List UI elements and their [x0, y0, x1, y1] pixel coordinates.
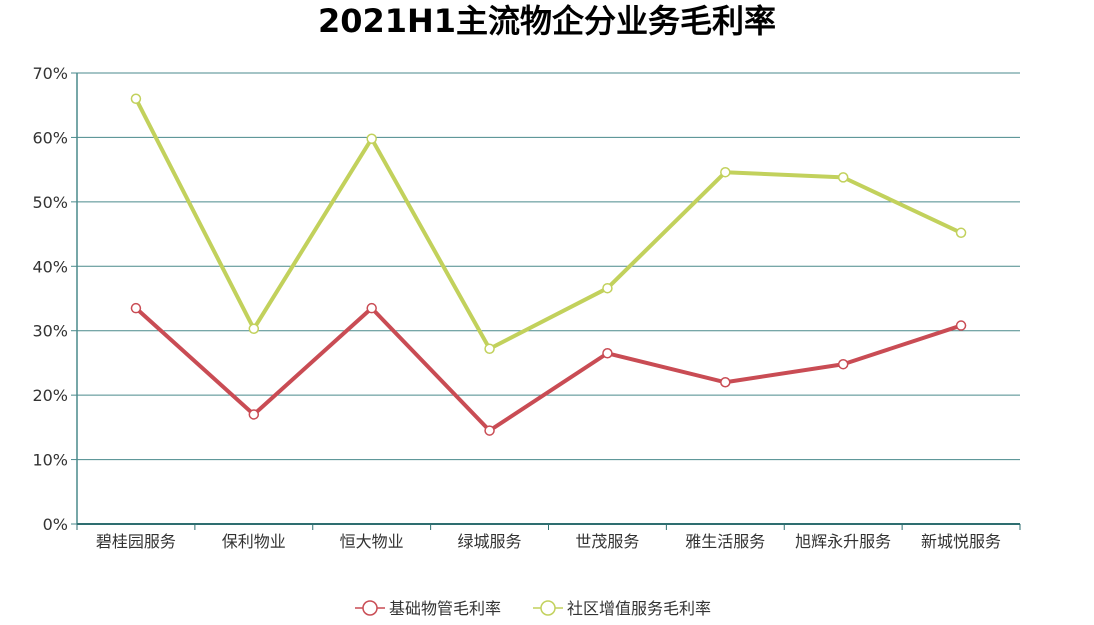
legend[interactable]: 基础物管毛利率 社区增值服务毛利率 — [355, 599, 711, 618]
data-point[interactable] — [130, 93, 142, 105]
legend-label: 社区增值服务毛利率 — [567, 599, 711, 618]
legend-label: 基础物管毛利率 — [389, 599, 501, 618]
x-tick-label: 新城悦服务 — [921, 532, 1001, 551]
y-tick-label: 40% — [32, 257, 68, 276]
data-point[interactable] — [720, 166, 731, 178]
data-point[interactable] — [837, 358, 849, 370]
grid — [77, 72, 1020, 461]
legend-item[interactable]: 社区增值服务毛利率 — [533, 599, 711, 618]
series-group — [130, 93, 967, 436]
y-tick-label: 10% — [32, 451, 68, 470]
chart-title: 2021H1主流物企分业务毛利率 — [318, 2, 776, 40]
y-tick-label: 50% — [32, 193, 68, 212]
data-point[interactable] — [484, 425, 495, 436]
legend-item[interactable]: 基础物管毛利率 — [355, 599, 501, 618]
x-tick-label: 绿城服务 — [458, 532, 522, 551]
series-0 — [130, 302, 967, 436]
x-tick-label: 恒大物业 — [340, 532, 404, 551]
x-tick-label: 旭辉永升服务 — [795, 532, 891, 551]
axes: 0% 10% 20% 30% 40% 50% 60% 70% 碧桂园服务 保利物业 恒大物业 绿城服务… — [32, 64, 1021, 551]
data-point[interactable] — [366, 302, 377, 314]
legend-marker — [540, 600, 556, 616]
x-tick-label: 世茂服务 — [575, 532, 639, 551]
legend-marker — [362, 600, 378, 616]
x-tick-label: 雅生活服务 — [685, 532, 765, 551]
data-point[interactable] — [955, 227, 967, 239]
series-line — [134, 306, 962, 433]
data-point[interactable] — [248, 409, 260, 420]
data-point[interactable] — [955, 320, 967, 331]
y-tick-label: 20% — [32, 386, 68, 405]
data-point[interactable] — [720, 377, 731, 388]
data-point[interactable] — [602, 282, 613, 294]
series-1 — [130, 93, 967, 355]
y-tick-label: 30% — [32, 322, 68, 341]
data-point[interactable] — [248, 323, 260, 335]
data-point[interactable] — [602, 348, 613, 359]
series-line — [134, 97, 962, 351]
y-tick-label: 0% — [43, 515, 68, 534]
y-tick-label: 60% — [32, 128, 68, 147]
y-tick-label: 70% — [32, 64, 68, 83]
data-point[interactable] — [366, 133, 377, 144]
data-point[interactable] — [837, 172, 849, 183]
data-point[interactable] — [130, 302, 142, 314]
x-tick-label: 碧桂园服务 — [96, 532, 176, 551]
x-tick-label: 保利物业 — [222, 532, 286, 551]
data-point[interactable] — [484, 343, 495, 355]
